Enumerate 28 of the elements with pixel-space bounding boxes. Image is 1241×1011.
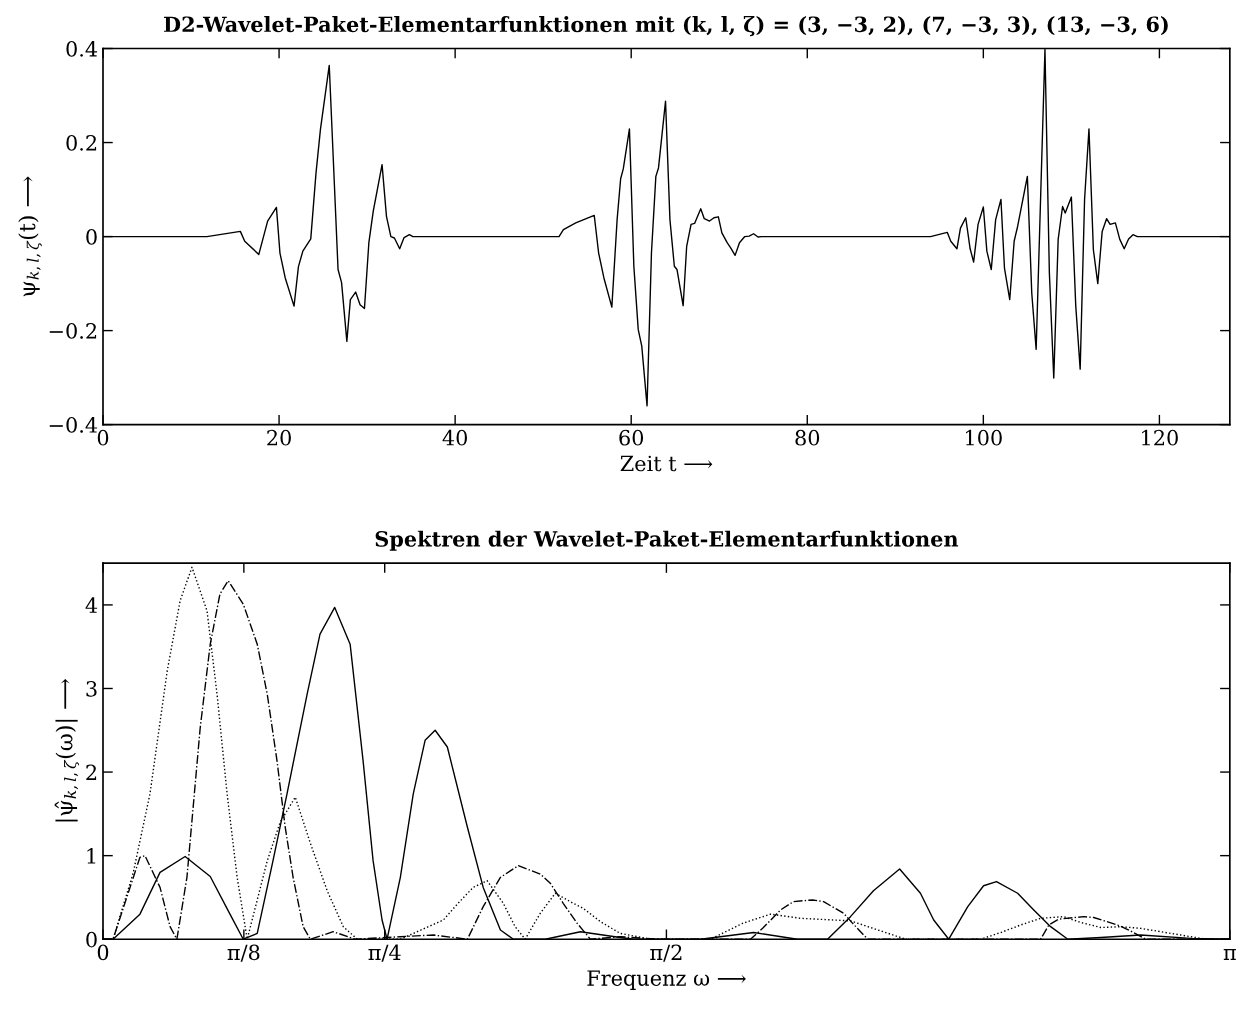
y-tick-label: 0.2 (66, 135, 97, 151)
x-axis-title: Zeit t ⟶ (620, 455, 713, 472)
x-tick-label: π/4 (368, 944, 401, 962)
x-tick-label: π/2 (650, 944, 682, 962)
x-tick-label: 120 (1142, 429, 1178, 446)
x-tick-label: 0 (97, 429, 109, 446)
x-tick-label: 60 (619, 429, 644, 446)
x-tick-label: 20 (267, 429, 291, 446)
chart-title: Spektren der Wavelet-Paket-Elementarfunktionen (375, 530, 959, 551)
y-tick-label: −0.4 (49, 417, 98, 433)
y-tick-label: 2 (86, 764, 97, 780)
y-axis-title: ψ$_{k,l,ζ}$(t) ⟶ (18, 176, 42, 297)
x-axis-title: Frequenz ω ⟶ (587, 970, 746, 990)
y-tick-label: 0.4 (66, 40, 98, 57)
x-tick-label: 80 (795, 429, 820, 446)
chart-title: D2-Wavelet-Paket-Elementarfunktionen mit (k, l, ζ) = (3, −3, 2), (7, −3, 3), (13, −3, 6) (164, 16, 1168, 37)
y-tick-label: 0 (86, 931, 97, 948)
x-tick-label: 0 (97, 944, 109, 961)
y-axis-title: |ψ̂$_{k,l,ζ}$(ω)| ⟶ (54, 678, 80, 822)
x-tick-label: 40 (442, 429, 468, 446)
y-tick-label: 4 (85, 597, 98, 613)
x-tick-label: 100 (966, 429, 1002, 446)
y-tick-label: 3 (86, 680, 97, 697)
y-tick-label: −0.2 (49, 323, 97, 339)
x-tick-label: π (1223, 949, 1236, 960)
x-tick-label: π/8 (227, 944, 260, 962)
y-tick-label: 1 (87, 848, 96, 864)
y-tick-label: 0 (86, 229, 97, 245)
